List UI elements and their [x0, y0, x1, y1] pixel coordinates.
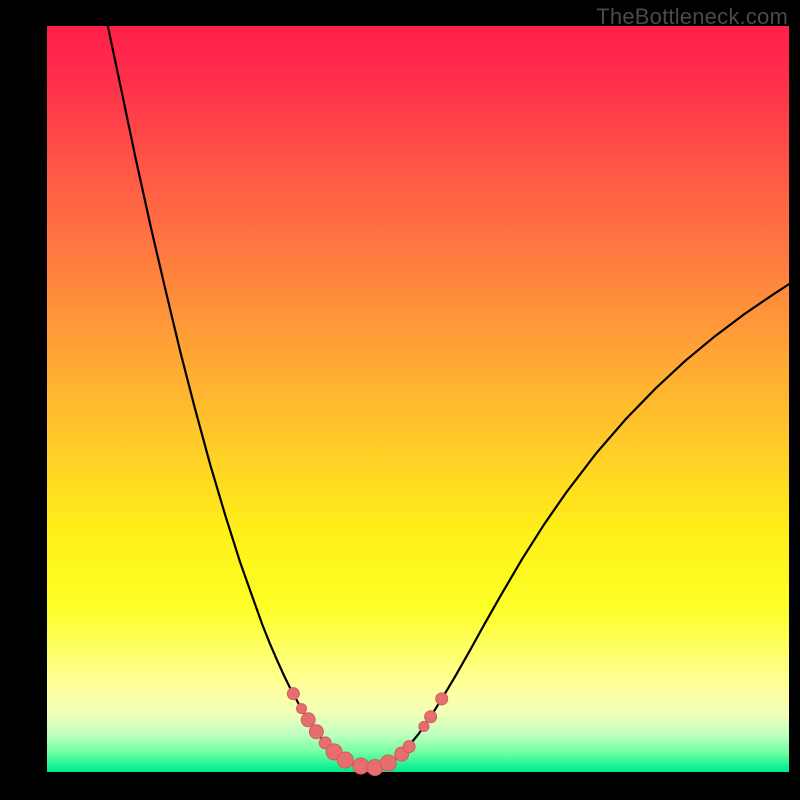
marker-dot — [297, 704, 307, 714]
plot-background — [47, 26, 789, 772]
marker-dot — [436, 693, 448, 705]
marker-dot — [337, 752, 353, 768]
bottleneck-chart — [0, 0, 800, 800]
marker-dot — [380, 755, 396, 771]
marker-dot — [309, 725, 323, 739]
marker-dot — [301, 713, 315, 727]
marker-dot — [403, 741, 415, 753]
marker-dot — [425, 711, 437, 723]
marker-dot — [287, 688, 299, 700]
marker-dot — [353, 758, 369, 774]
marker-dot — [419, 721, 429, 731]
